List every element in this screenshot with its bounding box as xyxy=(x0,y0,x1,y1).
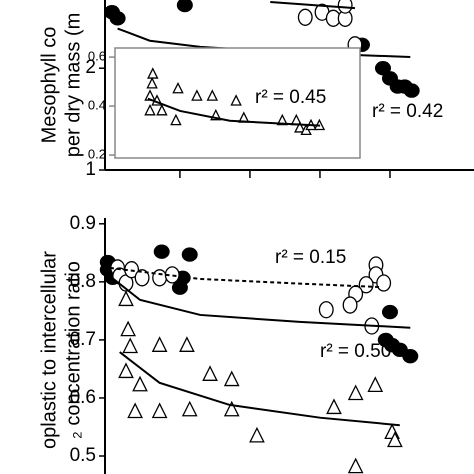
point xyxy=(249,426,265,443)
y-tick-label: 0.5 xyxy=(70,445,96,466)
y-tick-label: 0.4 xyxy=(88,97,106,112)
point xyxy=(347,384,364,401)
point xyxy=(156,104,168,116)
point xyxy=(206,89,219,101)
point xyxy=(347,457,364,474)
point xyxy=(179,336,195,352)
point xyxy=(387,431,403,448)
point xyxy=(153,244,170,259)
point xyxy=(367,376,384,393)
point xyxy=(230,94,242,106)
fit-curve xyxy=(109,266,381,289)
point xyxy=(118,290,134,307)
point xyxy=(170,113,182,126)
y-tick-label: 2 xyxy=(85,57,96,78)
point xyxy=(376,274,392,292)
y-tick-label: 0.9 xyxy=(70,213,96,234)
fit-curve xyxy=(119,351,400,427)
fit-curve xyxy=(147,97,321,127)
fit-curve xyxy=(270,1,356,10)
y-axis-label: Mesophyll co xyxy=(38,27,60,144)
point xyxy=(403,83,420,98)
point xyxy=(146,77,158,89)
point xyxy=(172,81,184,94)
panel: 1 2 Mesophyll co per dry mass (m r² = 0.42 xyxy=(38,0,474,180)
y-tick-label: 0.8 xyxy=(70,271,96,292)
point xyxy=(151,402,168,419)
point xyxy=(181,400,198,417)
y-axis-label: per dry mass (m xyxy=(62,13,84,157)
y-tick-label: 0.6 xyxy=(70,387,96,408)
point xyxy=(134,269,150,287)
point xyxy=(120,320,136,337)
panel: 0.5 0.6 0.7 0.8 0.9 oplastic to intercellular… xyxy=(38,213,419,474)
point xyxy=(181,247,198,262)
r-squared-annotation: r² = 0.45 xyxy=(255,87,326,108)
point xyxy=(318,301,334,319)
point xyxy=(176,0,193,13)
point xyxy=(294,121,306,133)
point xyxy=(402,348,419,364)
point xyxy=(152,269,168,287)
r-squared-annotation: r² = 0.42 xyxy=(372,101,443,122)
point xyxy=(381,304,398,320)
point xyxy=(297,8,313,26)
point xyxy=(223,400,240,417)
point xyxy=(127,402,143,419)
r-squared-annotation: r² = 0.50 xyxy=(320,341,391,362)
point xyxy=(144,104,156,116)
point xyxy=(191,89,203,101)
point xyxy=(223,370,240,387)
point xyxy=(358,276,374,294)
y-axis-label: oplastic to intercellular xyxy=(38,251,60,449)
point xyxy=(164,266,180,284)
point xyxy=(122,337,139,354)
point xyxy=(147,67,159,79)
point xyxy=(132,375,148,392)
y-tick-label: 0.7 xyxy=(70,329,96,350)
point xyxy=(109,11,126,26)
y-tick-label: 1 xyxy=(85,159,96,180)
y-tick-label: 0.6 xyxy=(88,49,106,64)
point xyxy=(202,365,218,381)
point xyxy=(118,362,134,379)
y-tick-label: 0.2 xyxy=(88,146,106,161)
point xyxy=(326,398,342,415)
fit-curve xyxy=(111,277,411,329)
r-squared-annotation: r² = 0.15 xyxy=(275,247,346,268)
panel: 0.2 0.4 0.6 r² = 0.45 xyxy=(88,47,361,161)
y-axis-label: ₂ concentration ratio xyxy=(62,261,84,439)
point xyxy=(342,296,358,314)
point xyxy=(151,336,168,352)
